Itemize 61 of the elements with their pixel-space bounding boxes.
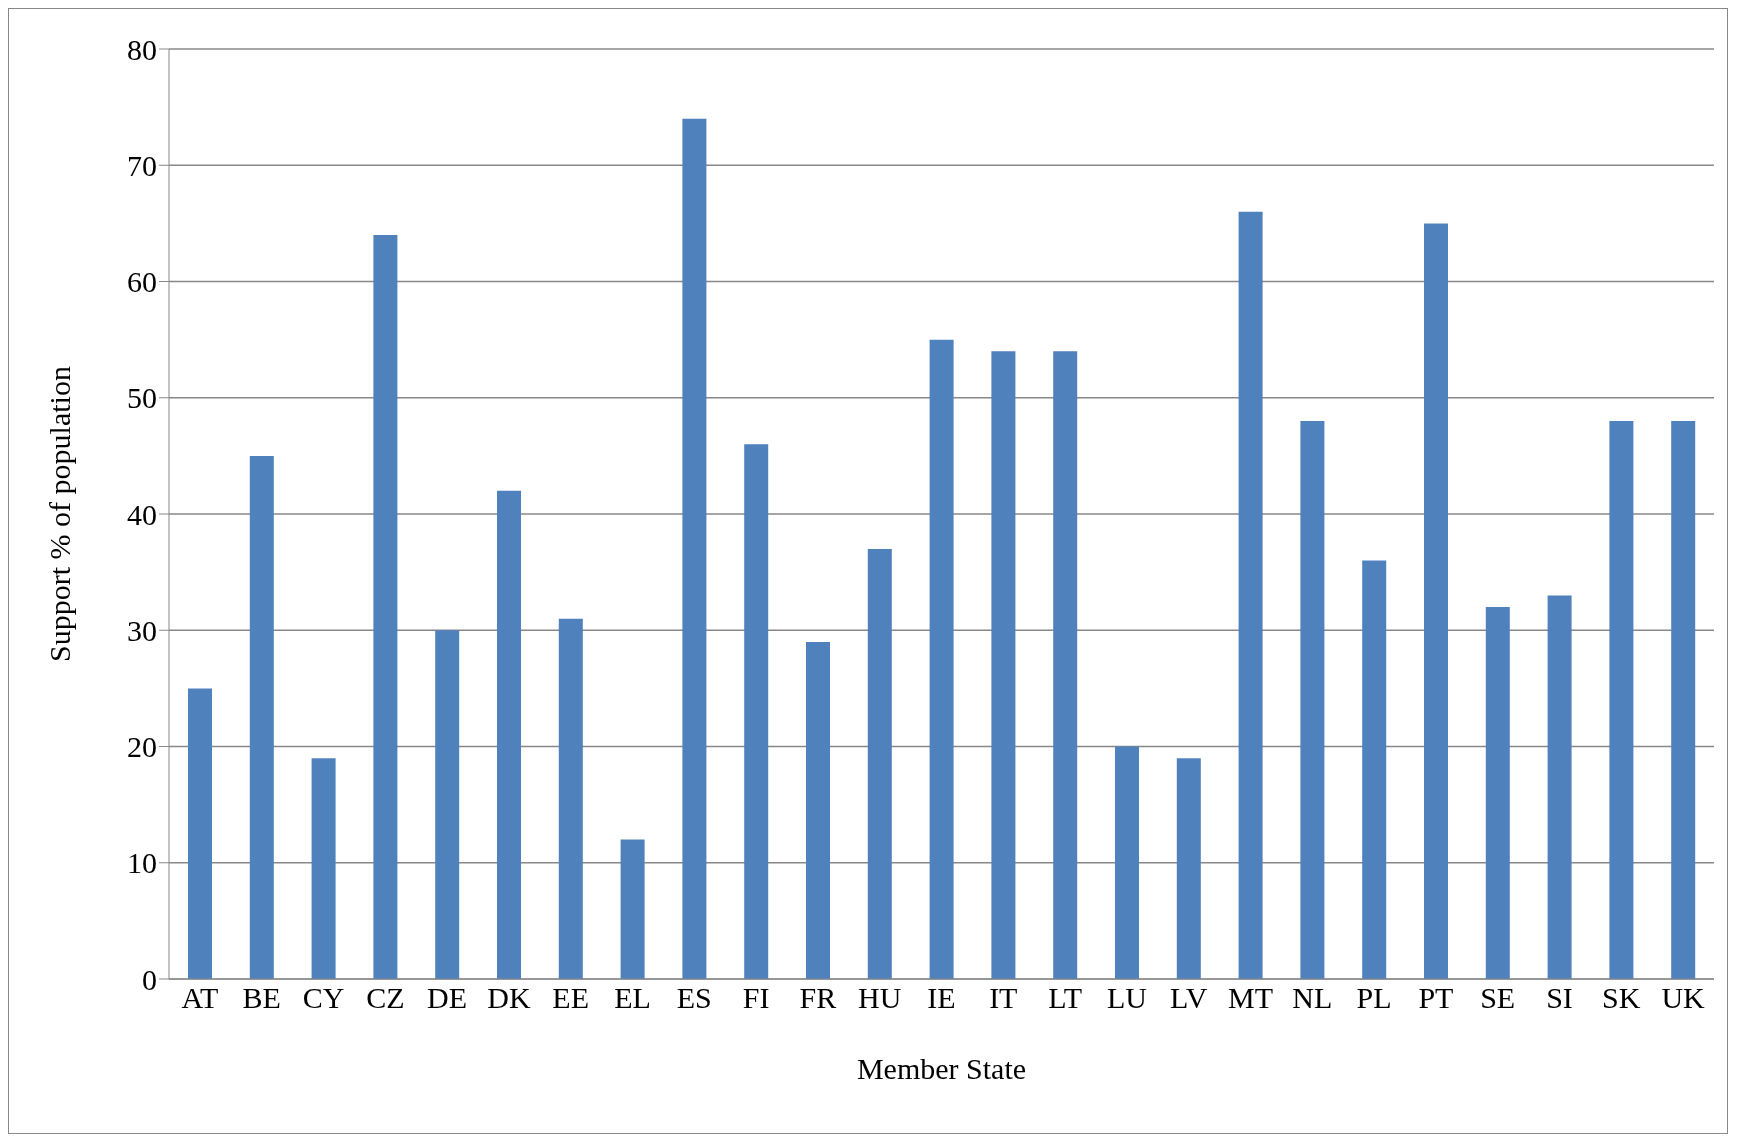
x-tick-label: FR [799, 981, 837, 1015]
bar [1547, 595, 1572, 979]
x-tick-label: LV [1170, 981, 1208, 1015]
bar [1176, 758, 1201, 979]
bar [1115, 746, 1139, 979]
bar [1671, 421, 1696, 979]
bar [558, 618, 583, 979]
bar [373, 235, 398, 979]
x-tick-label: BE [242, 981, 281, 1015]
y-tick-label: 60 [127, 265, 157, 299]
x-tick-label: ES [676, 981, 712, 1015]
x-tick-label: UK [1661, 981, 1706, 1015]
bar [1424, 223, 1448, 979]
x-tick-label: SK [1602, 981, 1641, 1015]
bar [682, 118, 707, 979]
x-tick-label: LU [1106, 981, 1148, 1015]
bar [1609, 421, 1634, 979]
bar [867, 548, 892, 979]
x-tick-label: LT [1048, 981, 1083, 1015]
x-tick-label: PT [1418, 981, 1454, 1015]
bar [991, 351, 1016, 979]
x-tick-label: SI [1546, 981, 1573, 1015]
y-tick-label: 40 [127, 497, 157, 531]
x-tick-label: CZ [366, 981, 405, 1015]
bar [311, 758, 336, 979]
bar [620, 839, 645, 979]
bar [806, 641, 830, 979]
y-tick-label: 80 [127, 32, 157, 66]
x-tick-label: SE [1480, 981, 1516, 1015]
x-tick-label: CY [302, 981, 345, 1015]
x-tick-label: DE [427, 981, 468, 1015]
bar [1238, 211, 1263, 979]
x-tick-label: EE [552, 981, 590, 1015]
y-tick-label: 30 [127, 613, 157, 647]
bar [188, 688, 212, 979]
x-tick-label: IT [989, 981, 1018, 1015]
x-tick-label: MT [1228, 981, 1273, 1015]
bar [744, 444, 769, 979]
y-tick-label: 10 [127, 846, 157, 880]
bar [435, 630, 460, 979]
y-tick-label: 70 [127, 148, 157, 182]
x-tick-label: HU [858, 981, 902, 1015]
bar [497, 490, 521, 979]
y-axis-title: Support % of population [42, 366, 76, 662]
x-tick-label: IE [927, 981, 956, 1015]
x-tick-label: DK [487, 981, 531, 1015]
bar [1053, 351, 1078, 979]
y-tick-label: 20 [127, 730, 157, 764]
x-tick-label: EL [614, 981, 651, 1015]
x-tick-label: PL [1356, 981, 1392, 1015]
bar [1300, 421, 1325, 979]
bar [1485, 607, 1510, 979]
x-tick-label: AT [181, 981, 219, 1015]
bar [929, 339, 954, 979]
y-tick-label: 0 [142, 962, 157, 996]
bar [249, 455, 274, 979]
x-tick-label: FI [742, 981, 770, 1015]
x-axis-title: Member State [856, 1052, 1027, 1085]
bar [1362, 560, 1387, 979]
x-tick-label: NL [1292, 981, 1333, 1015]
y-tick-label: 50 [127, 381, 157, 415]
